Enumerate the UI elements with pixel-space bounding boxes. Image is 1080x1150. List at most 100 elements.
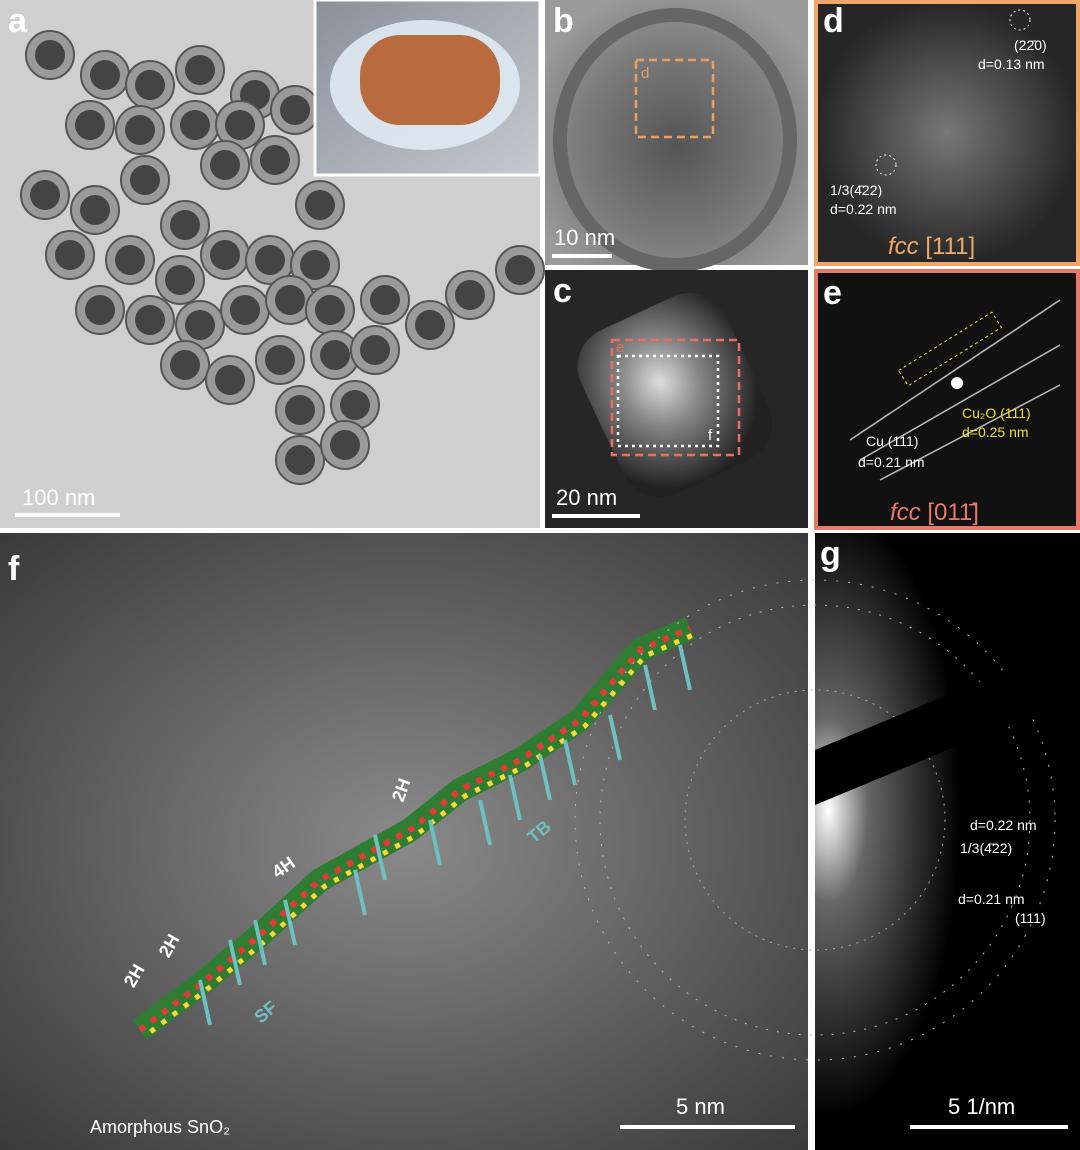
panel-label: c xyxy=(553,272,572,310)
box-label: f xyxy=(708,427,713,444)
arrow xyxy=(563,739,577,786)
particle-core xyxy=(340,390,370,420)
streak xyxy=(879,384,1061,481)
arrow xyxy=(198,979,212,1026)
panel-label: g xyxy=(820,535,841,573)
panel-label: b xyxy=(553,2,574,40)
annotation: d=0.22 nm xyxy=(970,817,1037,833)
particle-core xyxy=(265,345,295,375)
particle-core xyxy=(55,240,85,270)
particle-core xyxy=(180,110,210,140)
spot-label: d=0.21 nm xyxy=(858,454,925,470)
particle-core xyxy=(125,115,155,145)
spot-label: 1/3(4̄22) xyxy=(830,182,882,198)
panel-d: (22̄0) d=0.13 nm 1/3(4̄22) d=0.22 nm fcc… xyxy=(814,0,1080,266)
particle-core xyxy=(455,280,485,310)
particle-core xyxy=(35,40,65,70)
arrow xyxy=(253,919,267,966)
arrow xyxy=(228,939,242,986)
particle-core xyxy=(370,285,400,315)
panel-e: Cu₂O (111) d=0.25 nm Cu (111) d=0.21 nm … xyxy=(814,269,1080,530)
spot-label: d=0.22 nm xyxy=(830,201,897,217)
particle-core xyxy=(85,295,115,325)
panel-a: a 100 nm xyxy=(0,0,545,528)
shell xyxy=(553,8,797,272)
spot-label: Cu (111) xyxy=(866,433,918,449)
particle-core xyxy=(360,335,390,365)
spot-circle xyxy=(875,154,897,176)
arrow xyxy=(608,714,622,761)
beam-stop xyxy=(815,640,1080,805)
zone-index: [011̄] xyxy=(927,499,979,526)
particle-core xyxy=(280,95,310,125)
panel-label: e xyxy=(823,274,842,312)
arrow xyxy=(538,754,552,801)
roi-box xyxy=(616,354,720,448)
particle-core xyxy=(170,210,200,240)
annotation: Amorphous SnO₂ xyxy=(90,1117,230,1137)
particle-core xyxy=(130,165,160,195)
panel-b: d b 10 nm xyxy=(545,0,808,272)
particle-core xyxy=(320,340,350,370)
particles xyxy=(20,30,545,485)
particle-core xyxy=(135,70,165,100)
arrows xyxy=(198,644,692,1026)
particle-core xyxy=(260,145,290,175)
particle-core xyxy=(185,55,215,85)
fft-image xyxy=(814,269,1080,530)
panel-c: e f c 20 nm xyxy=(545,270,808,528)
arrow xyxy=(373,834,387,881)
particle-core xyxy=(285,445,315,475)
stacking-band xyxy=(138,625,692,1033)
panel-f: 2H 2H 4H 2H SF TB Amorphous SnO₂ f 5 nm xyxy=(0,533,808,1150)
arrow xyxy=(353,869,367,916)
particle-core xyxy=(135,305,165,335)
spot-label: d=0.13 nm xyxy=(978,56,1045,72)
particle-core xyxy=(255,245,285,275)
ring xyxy=(574,579,1056,1061)
particle-core xyxy=(305,190,335,220)
annotation: 1/3(4̄22) xyxy=(960,840,1012,856)
spot-label: (22̄0) xyxy=(1014,37,1047,53)
particle-core xyxy=(505,255,535,285)
arrow xyxy=(478,799,492,846)
streak xyxy=(859,344,1061,461)
panel-label: d xyxy=(823,2,844,40)
scale-bar-label: 5 nm xyxy=(676,1094,725,1119)
lattice: fcc xyxy=(888,233,919,260)
zone-index: [111] xyxy=(925,233,975,260)
particle-core xyxy=(275,285,305,315)
particle-core xyxy=(90,60,120,90)
spot-circle xyxy=(1009,9,1031,31)
particle-core xyxy=(330,430,360,460)
panel-label: f xyxy=(8,550,20,588)
arrow xyxy=(678,644,692,691)
box-label: d xyxy=(641,65,649,82)
fft-image xyxy=(814,0,1080,266)
box-label: e xyxy=(616,339,624,356)
particle-core xyxy=(185,310,215,340)
particle-core xyxy=(170,350,200,380)
particle-core xyxy=(415,310,445,340)
particle-core xyxy=(215,365,245,395)
zone-axis: fcc [111] xyxy=(888,233,975,260)
ring xyxy=(684,689,946,951)
ring xyxy=(599,604,1031,1036)
arrow xyxy=(428,819,442,866)
spot xyxy=(951,377,963,389)
particle-core xyxy=(225,110,255,140)
particle-core xyxy=(75,110,105,140)
scale-bar-label: 20 nm xyxy=(556,485,617,510)
particle-core xyxy=(315,295,345,325)
scale-bar-label: 100 nm xyxy=(22,485,95,510)
panel-label: a xyxy=(8,2,28,40)
lattice: fcc xyxy=(890,499,921,526)
particle-core xyxy=(230,295,260,325)
annotation: (111) xyxy=(1015,910,1046,926)
zone-axis: fcc [011̄] xyxy=(890,499,979,526)
scale-bar-label: 10 nm xyxy=(554,225,615,250)
particle-core xyxy=(210,240,240,270)
scale-bar-label: 5 1/nm xyxy=(948,1094,1015,1119)
particle-core xyxy=(210,150,240,180)
